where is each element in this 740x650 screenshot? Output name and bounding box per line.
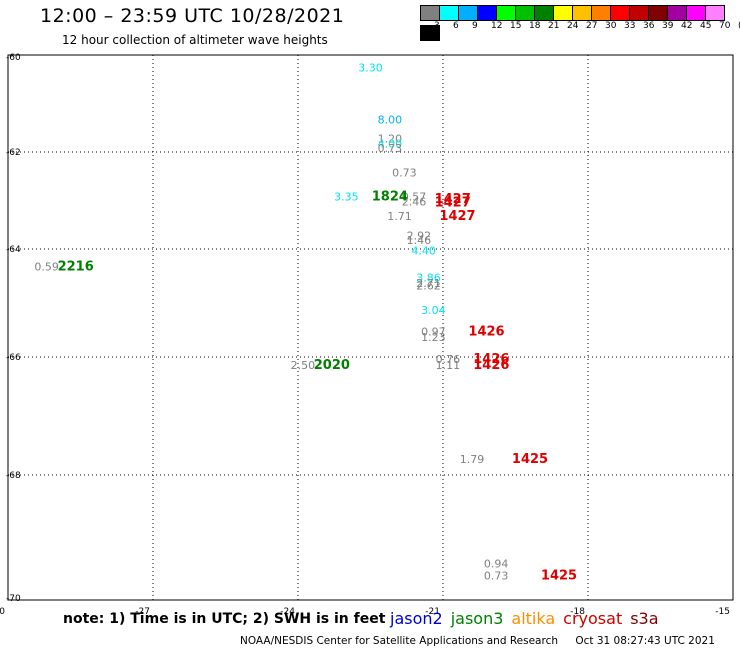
x-tick-label: -18 bbox=[570, 607, 585, 617]
x-tick-label: -30 bbox=[0, 607, 5, 617]
wave-height-label: 0.94 bbox=[484, 557, 509, 570]
wave-height-label: 1.20 bbox=[378, 133, 403, 146]
scale-label: 12 bbox=[491, 21, 503, 31]
scale-label: (ft) bbox=[738, 21, 740, 31]
wave-height-label: 2.71 bbox=[416, 277, 441, 290]
x-tick-label: -27 bbox=[135, 607, 150, 617]
wave-height-label: 0.97 bbox=[421, 325, 446, 338]
y-tick-label: -62 bbox=[6, 148, 21, 158]
y-tick-label: -68 bbox=[6, 471, 21, 481]
scale-label: 39 bbox=[662, 21, 674, 31]
legend-altika: altika bbox=[511, 609, 556, 628]
scale-label: 30 bbox=[605, 21, 617, 31]
footer-credit: NOAA/NESDIS Center for Satellite Applica… bbox=[240, 635, 715, 647]
pass-time-label: 1427 bbox=[439, 209, 475, 224]
wave-height-label: 4.40 bbox=[411, 244, 436, 257]
y-tick-label: -70 bbox=[6, 594, 21, 604]
wave-height-label: 3.86 bbox=[416, 271, 441, 284]
wave-height-label: 1.79 bbox=[460, 453, 485, 466]
wave-height-label: 3.30 bbox=[358, 61, 383, 74]
pass-time-label: 1824 bbox=[372, 190, 408, 205]
scale-label: 27 bbox=[586, 21, 598, 31]
legend-jason3: jason3 bbox=[450, 609, 504, 628]
scale-label: 6 bbox=[453, 21, 459, 31]
wave-height-label: 4.00 bbox=[378, 137, 403, 150]
wave-height-label: 1.71 bbox=[387, 210, 412, 223]
wave-height-label: 2.62 bbox=[416, 280, 441, 293]
wave-height-label: 2.50 bbox=[291, 359, 316, 372]
legend-s3a: s3a bbox=[630, 609, 659, 628]
pass-time-label: 2020 bbox=[314, 358, 350, 373]
scale-label: 15 bbox=[510, 21, 522, 31]
scale-label: 9 bbox=[472, 21, 478, 31]
pass-time-label: 1427 bbox=[435, 195, 471, 210]
pass-time-label: 1425 bbox=[541, 569, 577, 584]
scale-label: 24 bbox=[567, 21, 579, 31]
y-tick-label: -66 bbox=[6, 353, 21, 363]
pass-time-label: 1426 bbox=[468, 324, 504, 339]
wave-height-label: 2.92 bbox=[407, 229, 432, 242]
scale-label: 36 bbox=[643, 21, 655, 31]
wave-height-label: 0.59 bbox=[34, 261, 59, 274]
scale-label: 45 bbox=[700, 21, 712, 31]
timestamp: Oct 31 08:27:43 UTC 2021 bbox=[575, 635, 715, 647]
x-tick-label: -24 bbox=[280, 607, 295, 617]
scale-label: 42 bbox=[681, 21, 693, 31]
pass-time-label: 1426 bbox=[473, 352, 509, 367]
wave-height-label: 0.73 bbox=[484, 570, 509, 583]
footer-note: note: 1) Time is in UTC; 2) SWH is in fe… bbox=[63, 611, 386, 627]
y-tick-label: -60 bbox=[6, 53, 21, 63]
x-tick-label: -21 bbox=[425, 607, 440, 617]
pass-time-label: 2216 bbox=[58, 260, 94, 275]
scale-label: 70 bbox=[719, 21, 731, 31]
scale-swatch bbox=[420, 25, 440, 41]
wave-height-label: 3.04 bbox=[421, 304, 446, 317]
scale-label: 18 bbox=[529, 21, 541, 31]
legend-cryosat: cryosat bbox=[563, 609, 623, 628]
wave-height-label: 1.11 bbox=[436, 359, 461, 372]
wave-height-label: 0.73 bbox=[392, 166, 417, 179]
wave-height-label: 0.73 bbox=[378, 142, 403, 155]
wave-height-label: 0.57 bbox=[402, 191, 427, 204]
scale-label: 21 bbox=[548, 21, 560, 31]
wave-height-label: 0.76 bbox=[436, 353, 461, 366]
legend-jason2: jason2 bbox=[390, 609, 443, 628]
satellite-legend: jason2 jason3 altika cryosat s3a bbox=[390, 609, 667, 628]
scale-swatch bbox=[705, 5, 725, 21]
chart-subtitle: 12 hour collection of altimeter wave hei… bbox=[62, 33, 328, 47]
wave-height-label: 3.35 bbox=[334, 191, 359, 204]
chart-title: 12:00 – 23:59 UTC 10/28/2021 bbox=[40, 5, 345, 27]
x-tick-label: -15 bbox=[715, 607, 730, 617]
pass-time-label: 1427 bbox=[435, 192, 471, 207]
color-scale bbox=[420, 5, 740, 45]
wave-height-label: 1.23 bbox=[421, 331, 446, 344]
wave-height-label: 8.00 bbox=[378, 114, 403, 127]
plot-frame bbox=[7, 54, 734, 601]
y-tick-label: -64 bbox=[6, 245, 21, 255]
pass-time-label: 1426 bbox=[473, 358, 509, 373]
wave-height-label: 2.46 bbox=[402, 195, 427, 208]
pass-time-label: 1425 bbox=[512, 452, 548, 467]
scale-label: 3 bbox=[434, 21, 440, 31]
credit-text: NOAA/NESDIS Center for Satellite Applica… bbox=[240, 635, 558, 647]
scale-label: 33 bbox=[624, 21, 636, 31]
wave-height-label: 1.46 bbox=[407, 234, 432, 247]
